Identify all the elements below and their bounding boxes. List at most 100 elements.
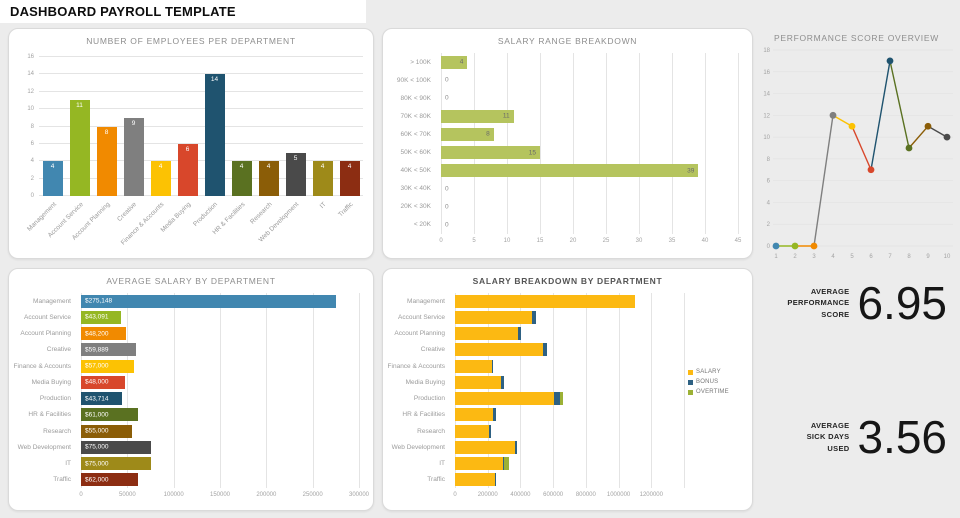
x-axis-tick-label: 400000	[510, 492, 531, 498]
grid-line	[39, 108, 363, 110]
plot-area: 4 0 0 11 8 15 39 0 0 0	[441, 53, 739, 234]
performance-line-chart: 0 2 4 6 8 10 12 14 16 18 1 2 3 4 5 6 7 8 9 10	[758, 42, 955, 264]
bar-row: $43,714	[81, 392, 359, 406]
grid-line	[553, 293, 555, 488]
bar-row: $75,000	[81, 457, 359, 471]
legend-item: OVERTIME	[688, 389, 746, 395]
bar: 15	[441, 146, 540, 160]
x-axis-tick-label: 1000000	[606, 492, 631, 498]
x-axis-label: Traffic	[336, 198, 363, 252]
bar-row: $62,000	[81, 473, 359, 487]
bar: $57,000	[81, 359, 134, 373]
bar-segment-bonus	[543, 343, 548, 357]
bar: $61,000	[81, 408, 138, 422]
x-axis-tick-label: 5	[472, 238, 476, 244]
bars-rows: $275,148 $43,091 $48,200 $59,889 $57,000 $48,…	[81, 293, 359, 488]
category-labels: Management Account Service Account Plannin…	[387, 293, 451, 488]
bar-value-label: 4	[459, 58, 464, 66]
y-axis-tick-label: 14	[27, 71, 34, 78]
category-label: Web Development	[17, 443, 71, 451]
bar-segment-bonus	[553, 392, 561, 406]
category-label: IT	[439, 460, 445, 468]
bar: 9	[123, 117, 144, 196]
grid-line	[618, 293, 620, 488]
bar-value-label: 11	[76, 102, 83, 110]
bar-segment-salary	[455, 375, 502, 389]
bar-column: 4	[39, 57, 66, 196]
category-label: Production	[39, 395, 71, 403]
line-segment	[927, 125, 948, 138]
metric-value: 6.95	[857, 277, 947, 329]
bar-value-label: 39	[687, 167, 695, 175]
bar: 4	[441, 55, 468, 69]
x-axis-tick-label: 40	[701, 238, 709, 244]
y-axis-tick-label: 6	[30, 140, 34, 147]
bar-segment-bonus	[501, 375, 504, 389]
bar-row: 0	[441, 200, 738, 213]
metric-label: AVERAGE PERFORMANCE SCORE	[787, 286, 850, 319]
x-axis-tick-label: 2	[793, 254, 797, 260]
bars-rows: 4 0 0 11 8 15 39 0 0 0	[441, 53, 738, 234]
category-label: IT	[65, 460, 71, 468]
bar-row: 4	[441, 55, 738, 69]
x-axis-tick-label: 0	[79, 492, 83, 498]
y-axis-tick-label: 12	[763, 113, 770, 119]
stacked-bar	[455, 359, 684, 373]
x-axis-tick-label: 35	[668, 238, 676, 244]
bars-rows	[455, 293, 684, 488]
bar-value-label: 4	[158, 163, 163, 171]
bar-column: 9	[120, 57, 147, 196]
data-point	[867, 166, 875, 174]
bar-row	[455, 343, 684, 357]
bar-value-label: $57,000	[85, 362, 109, 370]
grid-line	[540, 53, 541, 234]
category-label: 70K < 80K	[400, 112, 431, 120]
bar-value-label: 0	[445, 221, 449, 229]
bar: 4	[339, 161, 360, 196]
x-axis-tick-label: 5	[850, 254, 854, 260]
category-label: Web Development	[391, 443, 445, 451]
line-segment	[889, 60, 910, 149]
bar-segment-salary	[455, 294, 635, 308]
bar-column: 4	[336, 57, 363, 196]
legend-label: SALARY	[696, 369, 721, 375]
x-axis-label-text: Traffic	[336, 201, 355, 219]
bar-value-label: $59,889	[85, 346, 109, 354]
bar-value-label: 5	[293, 154, 298, 162]
category-label: HR & Facilities	[402, 411, 445, 419]
legend: SALARY BONUS OVERTIME	[688, 365, 746, 399]
data-point	[886, 57, 894, 65]
stacked-bar	[455, 294, 684, 308]
bar-value-label: $275,148	[85, 297, 113, 305]
category-label: 90K < 100K	[396, 76, 431, 84]
y-axis-tick-label: 16	[27, 54, 34, 60]
category-labels: > 100K 90K < 100K 80K < 90K 70K < 80K 60K < …	[387, 53, 437, 234]
y-axis-tick-label: 2	[767, 222, 771, 228]
data-point	[924, 122, 932, 130]
y-axis-tick-label: 0	[767, 244, 771, 250]
data-point	[772, 242, 780, 250]
data-point	[829, 111, 837, 119]
bar: 11	[69, 100, 90, 196]
grid-line	[39, 177, 363, 179]
bar-row: $61,000	[81, 408, 359, 422]
bar: 4	[150, 161, 171, 196]
bar-column: 4	[228, 57, 255, 196]
x-axis-tick-label: 0	[453, 492, 457, 498]
x-axis-tick-label: 800000	[575, 492, 596, 498]
right-column: PERFORMANCE SCORE OVERVIEW 0 2 4 6 8 10 12 14 16…	[758, 28, 955, 512]
card-employees-per-department: NUMBER OF EMPLOYEES PER DEPARTMENT 0 2 4 6 8…	[8, 28, 374, 259]
x-axis-tick-label: 30	[635, 238, 643, 244]
bar: 39	[441, 164, 699, 178]
bar-row	[455, 392, 684, 406]
bar-row: 0	[441, 74, 738, 87]
x-axis-tick-label: 0	[439, 238, 443, 244]
category-label: Research	[417, 427, 445, 435]
bar-value-label: $43,714	[85, 395, 109, 403]
legend-item: BONUS	[688, 379, 746, 385]
y-axis-tick-label: 14	[763, 92, 770, 98]
bar-segment-bonus	[489, 424, 491, 438]
bar-segment-salary	[455, 359, 492, 373]
bar-segment-salary	[455, 343, 544, 357]
